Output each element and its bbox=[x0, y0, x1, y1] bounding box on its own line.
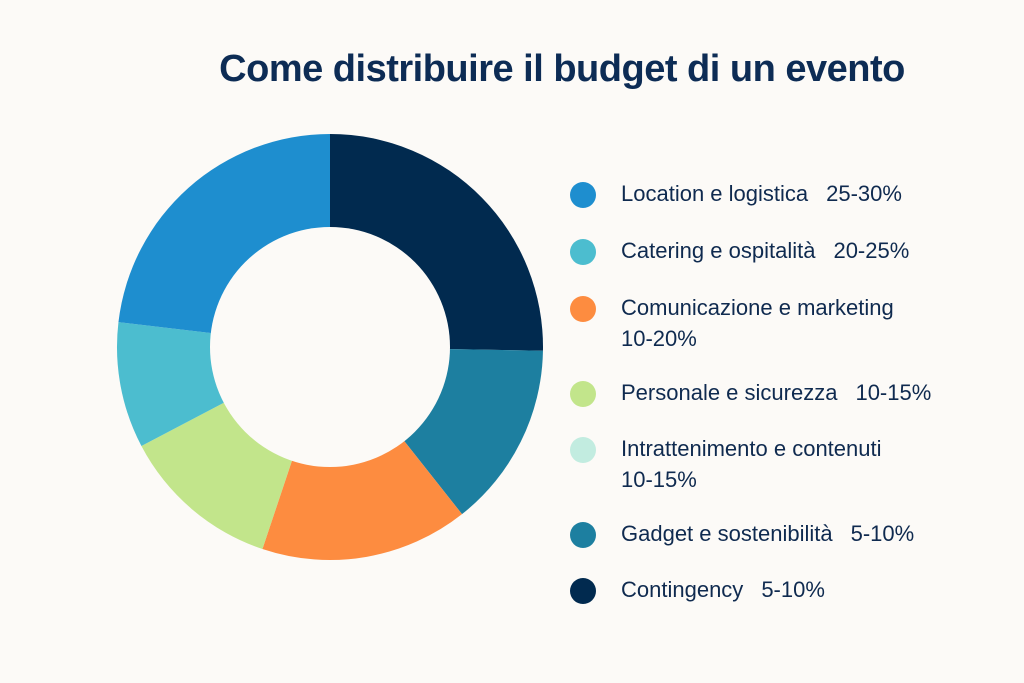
legend-dot-icon bbox=[570, 437, 596, 463]
legend-label: Personale e sicurezza bbox=[621, 380, 838, 405]
donut-hole bbox=[210, 227, 450, 467]
legend-item-comunicazione: Comunicazione e marketing 10-20% bbox=[570, 292, 894, 354]
legend-item-catering: Catering e ospitalità 20-25% bbox=[570, 235, 909, 266]
legend-item-intrattenimento: Intrattenimento e contenuti 10-15% bbox=[570, 433, 882, 495]
legend-label: Contingency bbox=[621, 577, 744, 602]
legend-range: 10-20% bbox=[621, 326, 697, 351]
legend-item-personale: Personale e sicurezza 10-15% bbox=[570, 377, 931, 408]
legend-label: Gadget e sostenibilità bbox=[621, 521, 833, 546]
legend-label: Intrattenimento e contenuti bbox=[621, 436, 882, 461]
legend-dot-icon bbox=[570, 182, 596, 208]
legend-label: Comunicazione e marketing bbox=[621, 295, 894, 320]
legend-range: 10-15% bbox=[855, 380, 932, 405]
legend-range: 5-10% bbox=[761, 577, 825, 602]
legend-dot-icon bbox=[570, 578, 596, 604]
legend-dot-icon bbox=[570, 381, 596, 407]
legend-label: Location e logistica bbox=[621, 181, 809, 206]
legend-dot-icon bbox=[570, 239, 596, 265]
legend-range: 25-30% bbox=[826, 181, 902, 206]
chart-title: Come distribuire il budget di un evento bbox=[219, 48, 905, 90]
legend-dot-icon bbox=[570, 522, 596, 548]
legend-item-location: Location e logistica 25-30% bbox=[570, 178, 902, 209]
legend-item-gadget: Gadget e sostenibilità 5-10% bbox=[570, 518, 914, 549]
legend-dot-icon bbox=[570, 296, 596, 322]
legend-label: Catering e ospitalità bbox=[621, 238, 816, 263]
legend-item-contingency: Contingency 5-10% bbox=[570, 574, 825, 605]
legend-range: 20-25% bbox=[833, 238, 910, 263]
legend-range: 5-10% bbox=[850, 521, 915, 546]
legend-range: 10-15% bbox=[621, 467, 697, 492]
